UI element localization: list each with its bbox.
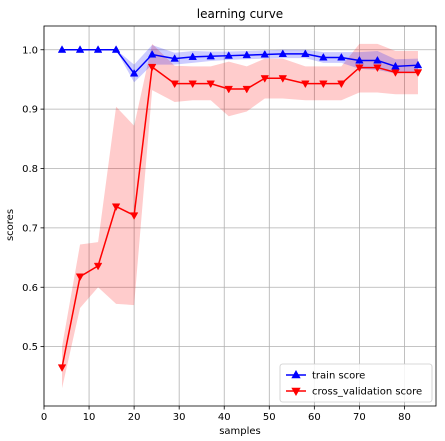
point-cv — [242, 85, 251, 94]
point-train — [337, 52, 346, 61]
point-cv — [337, 80, 346, 89]
point-train — [111, 45, 121, 53]
point-train — [373, 55, 382, 64]
point-cv — [206, 80, 215, 89]
point-train — [206, 51, 215, 60]
y-tick-label: 0.9 — [22, 105, 38, 116]
point-cv — [111, 203, 121, 212]
legend-marker — [291, 369, 301, 379]
point-cv — [188, 80, 197, 89]
legend-box — [279, 363, 433, 403]
y-tick-label: 0.6 — [22, 283, 38, 294]
point-cv — [147, 63, 157, 72]
point-cv — [373, 64, 382, 73]
point-cv — [57, 364, 67, 372]
line-train — [62, 49, 419, 75]
x-tick-label: 10 — [83, 412, 96, 423]
point-train — [93, 45, 103, 53]
point-cv — [170, 80, 179, 89]
point-train — [413, 60, 423, 69]
y-tick-label: 1.0 — [22, 45, 38, 56]
axis-ticks: 0 10 20 30 40 50 60 70 80 0.5 0.6 0.7 0.8 0.9 1.0 — [22, 45, 411, 423]
point-train — [391, 61, 400, 70]
y-axis-title: scores — [5, 209, 16, 241]
grid — [43, 26, 436, 406]
x-tick-label: 60 — [308, 412, 321, 423]
series-markers — [57, 45, 423, 372]
series-lines — [61, 49, 419, 368]
point-cv — [355, 64, 364, 73]
x-tick-label: 20 — [128, 412, 141, 423]
point-cv — [260, 75, 270, 83]
x-tick-label: 50 — [263, 412, 276, 423]
point-cv — [224, 85, 233, 94]
x-tick-label: 40 — [218, 412, 231, 423]
point-train — [355, 55, 364, 64]
chart-title: learning curve — [197, 7, 283, 21]
point-train — [147, 49, 157, 58]
point-cv — [301, 80, 310, 89]
point-cv — [391, 69, 400, 77]
point-cv — [319, 80, 328, 89]
point-train — [75, 45, 85, 53]
y-tick-label: 0.5 — [22, 342, 38, 353]
point-train — [278, 49, 288, 57]
legend: train score cross_validation score — [279, 363, 433, 403]
point-cv — [413, 69, 423, 77]
point-cv — [278, 75, 288, 83]
point-train — [319, 52, 328, 61]
legend-label: cross_validation score — [312, 387, 422, 398]
point-train — [301, 49, 310, 57]
line-cv — [61, 65, 418, 368]
point-cv — [129, 212, 139, 220]
point-cv — [93, 262, 103, 271]
legend-label: train score — [312, 371, 365, 382]
point-cv — [75, 273, 85, 282]
x-tick-label: 70 — [353, 412, 366, 423]
y-tick-label: 0.7 — [22, 223, 38, 234]
x-tick-label: 80 — [398, 412, 411, 423]
point-train — [129, 68, 139, 77]
point-train — [242, 50, 251, 59]
point-train — [170, 54, 179, 62]
y-tick-label: 0.8 — [22, 164, 38, 175]
point-train — [260, 49, 270, 58]
x-tick-label: 30 — [173, 412, 186, 423]
point-train — [224, 51, 233, 59]
legend-marker — [291, 387, 301, 397]
x-tick-label: 0 — [41, 412, 47, 423]
plot-frame — [43, 25, 437, 407]
x-axis-title: samples — [219, 426, 261, 437]
point-train — [57, 45, 67, 53]
point-train — [188, 52, 197, 60]
axes-frame — [43, 25, 437, 407]
